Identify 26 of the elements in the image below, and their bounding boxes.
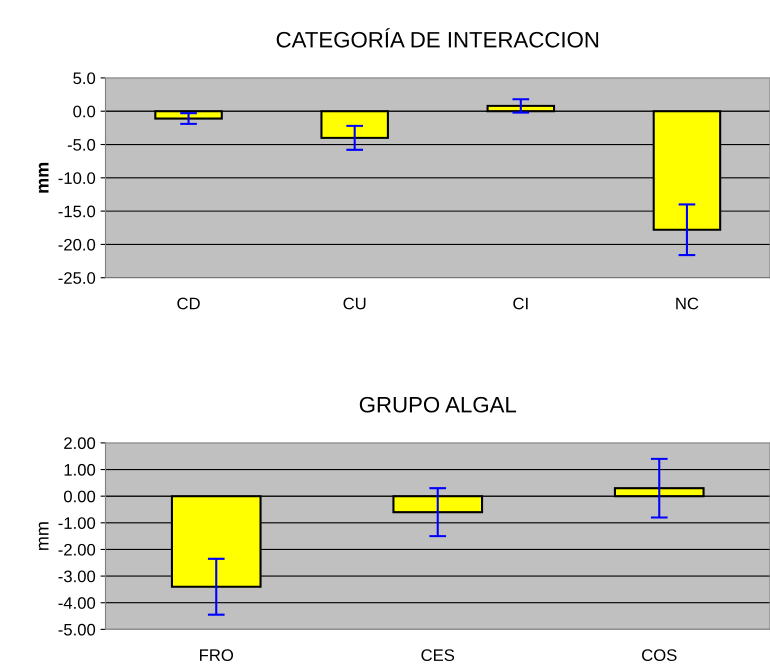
y-axis-title: mm bbox=[38, 162, 48, 193]
x-tick-label: CI bbox=[513, 298, 528, 310]
y-tick-label: 0.00 bbox=[64, 490, 96, 502]
x-tick-label: CD bbox=[177, 298, 200, 310]
x-tick-label: FRO bbox=[200, 649, 234, 662]
y-tick-label: 0.0 bbox=[73, 106, 96, 118]
x-tick-label: CES bbox=[421, 649, 454, 662]
chart-title: GRUPO ALGAL bbox=[360, 396, 516, 413]
y-tick-label: -2.00 bbox=[58, 544, 96, 556]
x-tick-label: NC bbox=[676, 298, 698, 310]
y-tick-label: 2.00 bbox=[64, 437, 96, 450]
y-tick-label: -1.00 bbox=[58, 517, 96, 530]
y-tick-label: -4.00 bbox=[58, 597, 96, 609]
y-tick-label: -25.0 bbox=[58, 272, 96, 284]
y-tick-label: 5.0 bbox=[73, 72, 96, 84]
y-tick-label: -10.0 bbox=[58, 172, 96, 184]
y-tick-label: -5.0 bbox=[68, 138, 96, 151]
chart-title: CATEGORÍA DE INTERACCION bbox=[276, 28, 598, 48]
y-tick-label: 1.00 bbox=[64, 464, 96, 476]
x-tick-label: COS bbox=[642, 649, 677, 662]
y-tick-label: -3.00 bbox=[58, 570, 96, 582]
y-tick-label: -5.00 bbox=[58, 624, 96, 636]
x-tick-label: CU bbox=[343, 298, 366, 310]
y-tick-label: -20.0 bbox=[58, 238, 96, 251]
y-tick-label: -15.0 bbox=[58, 206, 96, 218]
y-axis-title: mm bbox=[38, 522, 48, 550]
